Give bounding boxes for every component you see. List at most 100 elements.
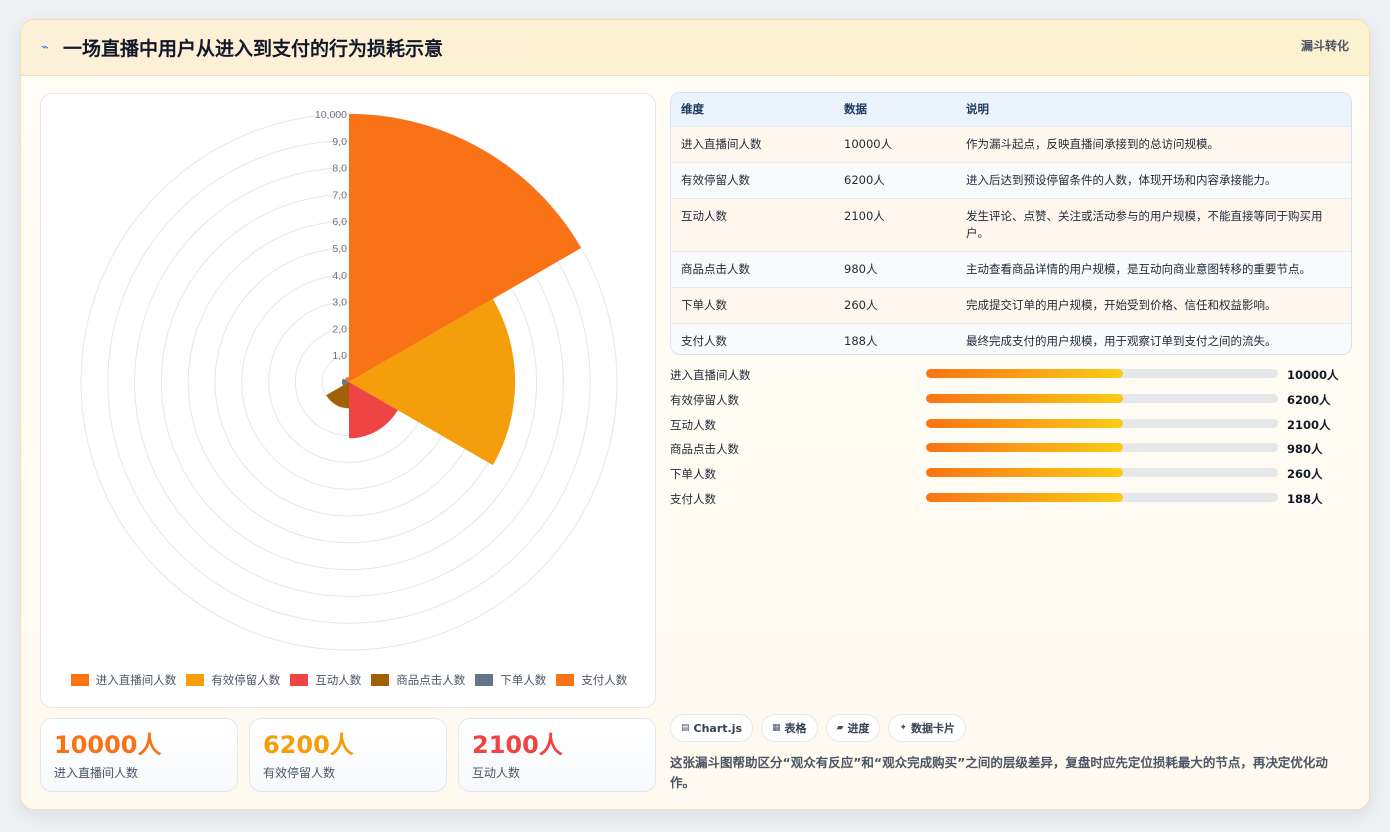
progress-value: 260人 (1287, 467, 1323, 482)
table-header-row: 维度 数据 说明 (671, 93, 1351, 126)
header-tag: 漏斗转化 (1300, 39, 1349, 53)
progress-track (926, 468, 1278, 478)
legend-swatch (371, 674, 390, 686)
table-cell: 进入直播间人数 (671, 125, 834, 162)
progress-label: 有效停留人数 (670, 392, 739, 407)
table-cell: 有效停留人数 (671, 161, 834, 198)
table-cell: 作为漏斗起点，反映直播间承接到的总访问规模。 (956, 125, 1351, 162)
table-row: 支付人数 188人 最终完成支付的用户规模，用于观察订单到支付之间的流失。 (671, 322, 1351, 354)
progress-track (926, 393, 1278, 403)
table-cell: 互动人数 (671, 197, 834, 251)
progress-label: 下单人数 (670, 467, 716, 482)
progress-fill (926, 369, 1124, 378)
tick-label: 4,0 (332, 270, 347, 282)
legend-swatch (186, 674, 205, 686)
progress-track (926, 418, 1278, 428)
stat-card-interaction: 2100人 互动人数 (458, 718, 656, 792)
tag-progress[interactable]: ▰ 进度 (825, 714, 881, 742)
progress-icon: ▰ (836, 723, 844, 733)
data-table: 维度 数据 说明 进入直播间人数 10000人 作为漏斗起点，反映直播间承接到的… (670, 92, 1352, 355)
progress-fill (926, 443, 1124, 453)
tick-label: 3,0 (332, 297, 347, 309)
tick-label: 7,0 (332, 189, 347, 201)
legend-label: 下单人数 (500, 673, 547, 687)
page-title: 一场直播中用户从进入到支付的行为损耗示意 (63, 38, 444, 60)
stat-value: 10000人 (54, 731, 162, 759)
table-row: 进入直播间人数 10000人 作为漏斗起点，反映直播间承接到的总访问规模。 (671, 125, 1351, 162)
stat-value: 6200人 (263, 731, 354, 759)
tick-label: 5,0 (332, 243, 347, 255)
tick-label: 10,000 (315, 109, 347, 121)
progress-row: 下单人数 260人 (670, 464, 1352, 489)
table-row: 互动人数 2100人 发生评论、点赞、关注或活动参与的用户规模，不能直接等同于购… (671, 197, 1351, 251)
stat-card-entry: 10000人 进入直播间人数 (40, 718, 238, 792)
lightning-icon: ⌁ (41, 40, 49, 55)
progress-label: 互动人数 (670, 417, 716, 432)
table-cell: 6200人 (834, 161, 956, 198)
table-row: 商品点击人数 980人 主动查看商品详情的用户规模，是互动向商业意图转移的重要节… (671, 250, 1351, 287)
progress-row: 支付人数 188人 (670, 489, 1352, 514)
table-cell: 下单人数 (671, 286, 834, 323)
table-cell: 2100人 (834, 197, 956, 251)
table-cell: 188人 (834, 322, 956, 354)
progress-row: 进入直播间人数 10000人 (670, 365, 1352, 390)
legend-item[interactable]: 有效停留人数 (186, 672, 280, 688)
polar-slice[interactable] (342, 378, 349, 386)
legend-item[interactable]: 商品点击人数 (371, 672, 465, 688)
chart-icon: ▤ (681, 723, 690, 733)
progress-row: 商品点击人数 980人 (670, 439, 1352, 464)
table-header: 维度 (681, 102, 704, 117)
polar-slice[interactable] (349, 114, 582, 382)
tick-label: 9,0 (332, 136, 347, 148)
legend-item[interactable]: 进入直播间人数 (70, 672, 176, 688)
progress-list: 进入直播间人数 10000人 有效停留人数 6200人 互动人数 2100人 商… (670, 365, 1352, 514)
table-row: 下单人数 260人 完成提交订单的用户规模，开始受到价格、信任和权益影响。 (671, 286, 1351, 323)
progress-label: 支付人数 (670, 491, 716, 506)
progress-value: 10000人 (1287, 368, 1339, 382)
chart-legend: 进入直播间人数 有效停留人数 互动人数 商品点击人数 下单人数 支付人数 (41, 670, 657, 690)
progress-value: 2100人 (1287, 417, 1331, 432)
legend-swatch (290, 674, 309, 686)
chart-footnote: 这张漏斗图帮助区分“观众有反应”和“观众完成购买”之间的层级差异，复盘时应先定位… (670, 755, 1328, 790)
polar-slice[interactable] (349, 298, 516, 466)
stat-label: 互动人数 (472, 766, 521, 780)
progress-value: 980人 (1287, 442, 1323, 457)
progress-value: 6200人 (1287, 392, 1331, 407)
polar-slice[interactable] (326, 382, 349, 409)
polar-area-chart: 1,0 2,0 3,0 4,0 5,0 6,0 7,0 8,0 9,0 10,000 (80, 109, 618, 651)
tag-label: 表格 (784, 722, 807, 735)
tick-label: 2,0 (332, 323, 347, 335)
table-cell: 完成提交订单的用户规模，开始受到价格、信任和权益影响。 (956, 286, 1351, 323)
table-cell: 最终完成支付的用户规模，用于观察订单到支付之间的流失。 (956, 322, 1351, 354)
table-header: 数据 (844, 102, 867, 117)
progress-row: 互动人数 2100人 (670, 415, 1352, 440)
stat-value: 2100人 (472, 731, 563, 759)
legend-item[interactable]: 下单人数 (475, 672, 546, 688)
table-cell: 10000人 (834, 125, 956, 162)
polar-slice[interactable] (344, 376, 349, 382)
table-cell: 商品点击人数 (671, 250, 834, 287)
table-cell: 980人 (834, 250, 956, 287)
table-row: 有效停留人数 6200人 进入后达到预设停留条件的人数，体现开场和内容承接能力。 (671, 161, 1351, 198)
progress-fill (926, 468, 1124, 478)
tag-label: Chart.js (693, 721, 743, 735)
legend-label: 互动人数 (315, 673, 362, 687)
progress-fill (926, 418, 1124, 428)
tag-table[interactable]: ▦ 表格 (761, 714, 818, 742)
tick-label: 1,0 (332, 350, 347, 362)
stat-label: 有效停留人数 (263, 766, 336, 780)
progress-fill (926, 492, 1124, 502)
tag-data-card[interactable]: ✦ 数据卡片 (888, 714, 967, 742)
table-cell: 260人 (834, 286, 956, 323)
tech-tags: ▤ Chart.js ▦ 表格 ▰ 进度 ✦ 数据卡片 (670, 714, 967, 742)
polar-slice[interactable] (349, 382, 398, 439)
legend-label: 有效停留人数 (211, 673, 281, 687)
progress-track (926, 443, 1278, 453)
dashboard-card: ⌁ 一场直播中用户从进入到支付的行为损耗示意 漏斗转化 1,0 2,0 3,0 4,0… (20, 19, 1370, 810)
tick-label: 8,0 (332, 163, 347, 175)
tag-chartjs[interactable]: ▤ Chart.js (670, 714, 754, 742)
progress-value: 188人 (1287, 491, 1323, 506)
legend-item[interactable]: 支付人数 (556, 672, 627, 688)
legend-item[interactable]: 互动人数 (290, 672, 361, 688)
legend-swatch (475, 674, 494, 686)
